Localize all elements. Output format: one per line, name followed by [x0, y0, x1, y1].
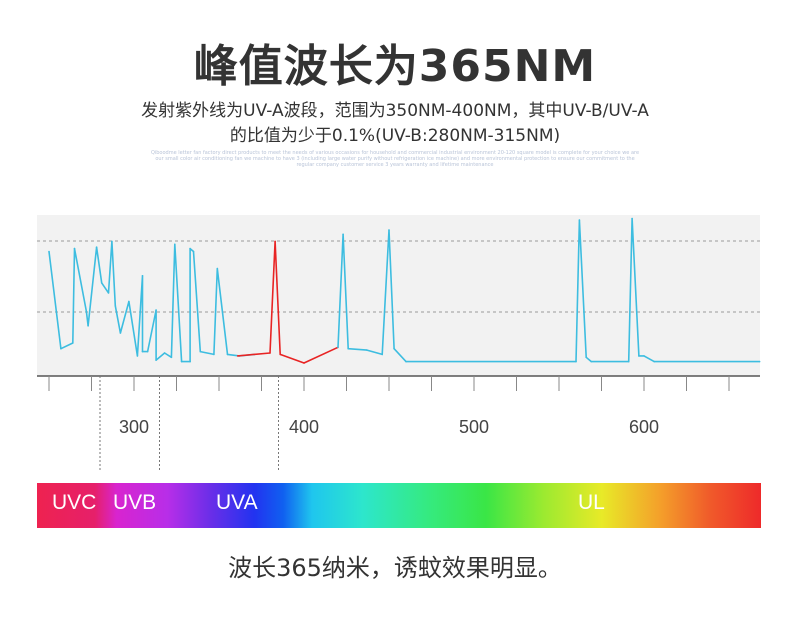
data-point — [192, 250, 195, 253]
data-point — [653, 360, 655, 363]
data-point — [342, 233, 344, 236]
data-point — [170, 356, 173, 359]
x-tick-label: 600 — [629, 417, 659, 437]
data-point — [189, 360, 191, 363]
band-label-uvb: UVB — [113, 491, 157, 514]
data-point — [87, 325, 89, 327]
data-point — [590, 360, 593, 363]
caption: 波长365纳米，诱蚊效果明显。 — [228, 554, 562, 582]
data-point — [136, 355, 139, 357]
x-tick-label: 300 — [119, 417, 149, 437]
x-tick-label: 500 — [459, 417, 489, 437]
data-point — [585, 356, 587, 359]
plot-background — [37, 215, 760, 376]
data-point — [269, 352, 271, 354]
data-point — [146, 350, 149, 353]
series-line-0 — [48, 240, 255, 363]
data-point — [643, 355, 645, 357]
data-point — [347, 347, 350, 350]
page-title: 峰值波长为365NM — [193, 41, 597, 92]
data-point — [128, 300, 130, 303]
data-point — [758, 360, 761, 363]
spectrum-chart: 300 400 500 600 — [37, 215, 761, 470]
series-line-1 — [237, 240, 339, 364]
data-point — [155, 359, 157, 361]
data-point — [85, 310, 88, 313]
data-point — [100, 282, 103, 284]
data-point — [575, 360, 577, 363]
data-point — [180, 360, 183, 363]
band-label-uva: UVA — [216, 491, 258, 514]
data-point — [48, 250, 50, 253]
data-point — [72, 342, 74, 344]
data-point — [111, 240, 113, 243]
data-point — [95, 246, 98, 248]
data-point — [236, 355, 239, 357]
band-label-uvc: UVC — [52, 491, 97, 514]
data-point — [189, 247, 191, 250]
data-point — [303, 362, 305, 364]
data-point — [114, 305, 117, 307]
data-point — [226, 353, 229, 356]
data-point — [393, 347, 395, 350]
subtitle-line-2: 的比值为少于0.1%(UV-B:280NM-315NM) — [229, 126, 561, 146]
data-point — [174, 243, 176, 246]
data-point — [627, 360, 630, 363]
data-point — [578, 219, 581, 221]
data-point — [107, 292, 110, 294]
subtitle-line-1: 发射紫外线为UV-A波段，范围为350NM-400NM，其中UV-B/UV-A — [141, 101, 649, 121]
data-point — [631, 217, 633, 220]
data-point — [141, 275, 144, 277]
fine-print: Qiboodme letter fan factory direct produ… — [150, 150, 640, 168]
data-point — [279, 353, 282, 356]
data-point — [119, 332, 122, 334]
data-point — [155, 309, 157, 311]
data-point — [388, 229, 390, 231]
series-line-2 — [337, 217, 760, 363]
data-point — [405, 360, 407, 363]
data-point — [163, 352, 166, 354]
data-point — [366, 349, 368, 351]
data-point — [199, 350, 202, 353]
data-point — [274, 240, 276, 243]
data-point — [638, 355, 640, 357]
data-point — [337, 346, 339, 349]
spectrum-color-bar — [37, 483, 761, 528]
data-point — [213, 353, 215, 356]
data-point — [60, 347, 62, 350]
band-label-ul: UL — [578, 491, 605, 514]
data-point — [73, 247, 76, 250]
data-point — [141, 350, 144, 353]
data-point — [381, 353, 384, 356]
x-tick-label: 400 — [289, 417, 319, 437]
data-point — [216, 267, 219, 270]
